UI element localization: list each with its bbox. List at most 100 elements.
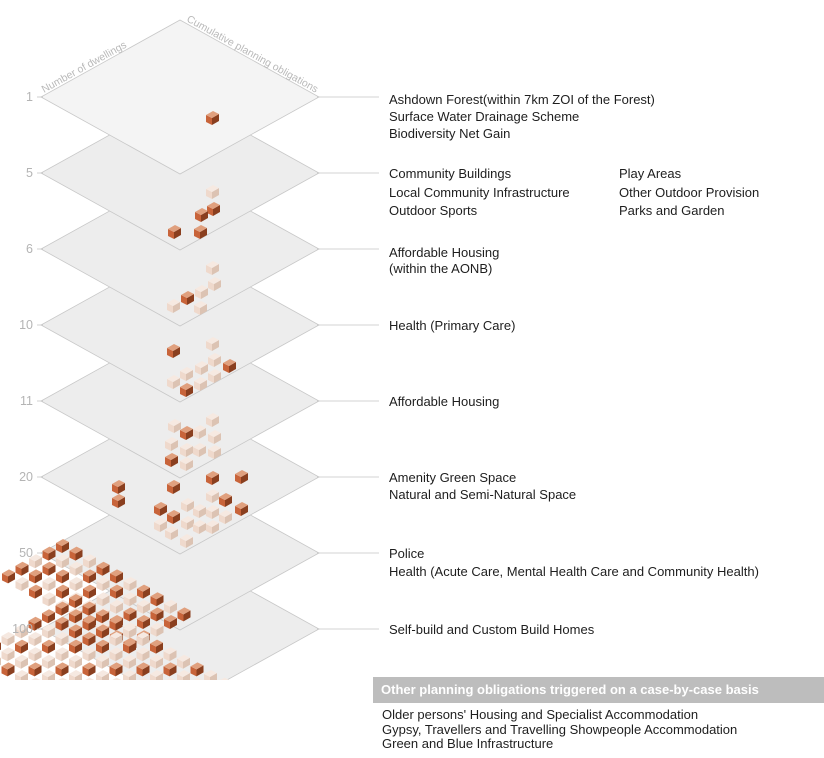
house-icon: [206, 505, 219, 519]
house-icon: [177, 607, 191, 622]
house-icon: [69, 654, 82, 669]
planes-layer: [0, 19, 320, 680]
house-icon: [123, 639, 136, 654]
house-icon: [165, 526, 178, 540]
house-icon: [96, 639, 109, 654]
house-icon: [154, 502, 167, 516]
house-icon: [42, 639, 55, 654]
house-icon: [167, 510, 180, 524]
house-icon: [123, 592, 137, 607]
house-icon: [109, 662, 123, 677]
house-icon: [177, 654, 190, 669]
obligation-label: (within the AONB): [389, 261, 492, 276]
house-icon: [208, 353, 221, 367]
house-icon: [109, 632, 123, 646]
house-icon: [82, 632, 96, 646]
house-icon: [56, 554, 69, 569]
house-icon: [181, 516, 194, 530]
house-icon: [55, 632, 69, 646]
obligation-label: Parks and Garden: [619, 203, 725, 218]
house-icon: [208, 430, 221, 444]
obligation-label: Amenity Green Space: [389, 470, 516, 485]
house-icon: [55, 616, 69, 631]
house-icon: [58, 677, 68, 680]
house-icon: [163, 647, 177, 662]
house-icon: [69, 639, 82, 654]
obligation-label: Other Outdoor Provision: [619, 185, 759, 200]
house-icon: [166, 677, 176, 680]
house-icon: [193, 504, 206, 518]
house-icon: [194, 301, 207, 315]
house-icon: [96, 609, 109, 624]
house-icon: [0, 642, 1, 651]
house-icon: [223, 359, 236, 373]
house-icon: [136, 632, 150, 646]
house-icon: [180, 457, 193, 471]
obligation-label: Self-build and Custom Build Homes: [389, 622, 595, 637]
house-icon: [96, 670, 109, 680]
obligation-label: Community Buildings: [389, 166, 512, 181]
houses-group: [0, 594, 230, 680]
house-icon: [83, 554, 96, 569]
house-icon: [109, 616, 123, 631]
house-icon: [2, 569, 15, 584]
house-icon: [112, 494, 125, 508]
stacked-planes-diagram: 1 Ashdown Forest(within 7km ZOI of the Fo…: [0, 13, 759, 680]
house-icon: [208, 445, 221, 459]
house-icon: [96, 624, 109, 639]
house-icon: [137, 599, 150, 614]
house-icon: [136, 662, 150, 677]
house-icon: [28, 632, 42, 646]
house-icon: [206, 185, 219, 199]
house-icon: [123, 607, 137, 622]
house-icon: [167, 299, 180, 313]
house-icon: [112, 677, 122, 680]
house-icon: [136, 647, 150, 662]
house-icon: [204, 670, 217, 680]
house-icon: [85, 677, 95, 680]
houses-group: [165, 413, 221, 471]
house-icon: [139, 677, 149, 680]
house-icon: [194, 377, 207, 391]
house-icon: [150, 607, 164, 622]
house-icon: [164, 599, 177, 614]
houses-group: [167, 261, 221, 315]
house-icon: [219, 493, 232, 507]
obligation-label: Health (Primary Care): [389, 318, 515, 333]
house-icon: [69, 594, 82, 608]
house-icon: [206, 413, 219, 427]
house-icon: [180, 534, 193, 548]
house-icon: [55, 662, 69, 677]
house-icon: [56, 569, 69, 584]
house-icon: [0, 657, 1, 666]
house-icon: [181, 291, 194, 305]
house-icon: [180, 367, 193, 381]
house-icon: [206, 111, 219, 125]
house-icon: [206, 261, 219, 275]
house-icon: [83, 584, 96, 599]
house-icon: [195, 361, 208, 375]
obligation-label: Biodiversity Net Gain: [389, 126, 510, 141]
houses-group: [112, 470, 248, 548]
house-icon: [181, 498, 194, 512]
obligation-label: Health (Acute Care, Mental Health Care a…: [389, 564, 759, 579]
house-icon: [28, 616, 42, 631]
house-icon: [168, 225, 181, 239]
house-icon: [15, 624, 28, 639]
house-icon: [42, 561, 56, 576]
house-icon: [96, 654, 109, 669]
house-icon: [29, 554, 42, 569]
house-icon: [15, 639, 28, 654]
house-icon: [193, 677, 203, 680]
house-icon: [190, 662, 204, 677]
other-obligations-list: Older persons' Housing and Specialist Ac…: [373, 703, 824, 752]
other-obligation-item: Older persons' Housing and Specialist Ac…: [382, 707, 699, 722]
house-icon: [206, 337, 219, 351]
other-obligations-box: Other planning obligations triggered on …: [373, 677, 824, 758]
house-icon: [96, 561, 110, 576]
house-icon: [69, 577, 83, 591]
level-plane: [40, 19, 320, 175]
house-icon: [69, 624, 82, 639]
dwellings-level-label: 5: [26, 166, 33, 180]
house-icon: [28, 662, 42, 677]
